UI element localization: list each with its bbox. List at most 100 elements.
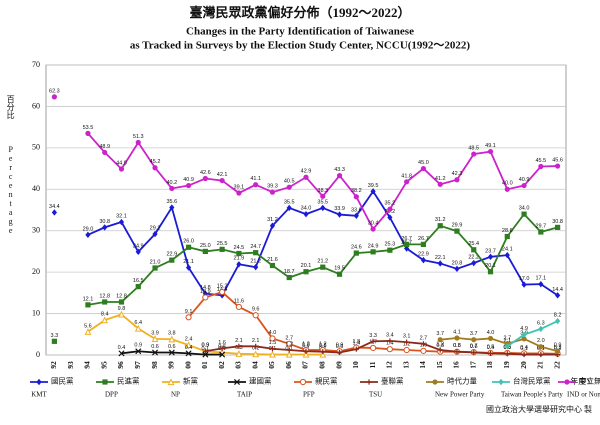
marker bbox=[504, 343, 510, 350]
data-label: 24.7 bbox=[250, 244, 261, 250]
data-label: 3.3 bbox=[51, 333, 59, 339]
data-label: 45.2 bbox=[150, 159, 161, 165]
data-label: 2.1 bbox=[235, 338, 243, 344]
marker bbox=[252, 312, 259, 319]
data-label: 1.8 bbox=[352, 339, 360, 345]
marker bbox=[51, 209, 57, 216]
legend-label: 國民黨 bbox=[51, 376, 74, 386]
marker bbox=[253, 182, 259, 188]
legend-label: 臺聯黨 bbox=[381, 376, 404, 386]
y-tick-label: 60 bbox=[32, 101, 40, 110]
marker bbox=[387, 247, 393, 253]
data-label: 21.9 bbox=[234, 256, 245, 262]
chart-subtitle: as Tracked in Surveys by the Election St… bbox=[130, 40, 471, 52]
data-label: 29.7 bbox=[535, 223, 546, 229]
marker bbox=[185, 264, 192, 271]
marker bbox=[152, 230, 158, 238]
data-label: 45.5 bbox=[535, 158, 546, 164]
marker bbox=[302, 350, 310, 358]
legend-label: NP bbox=[171, 391, 180, 399]
marker bbox=[102, 299, 108, 305]
marker bbox=[269, 222, 276, 229]
data-label: 8.2 bbox=[554, 312, 562, 318]
data-label: 45.0 bbox=[418, 160, 429, 166]
marker bbox=[303, 210, 309, 218]
data-label: 38.2 bbox=[351, 188, 362, 194]
data-label: 19.5 bbox=[334, 266, 345, 272]
legend-label: 親民黨 bbox=[315, 376, 338, 386]
marker bbox=[387, 214, 393, 221]
series-line bbox=[506, 320, 558, 348]
data-label: 16.5 bbox=[133, 278, 144, 284]
data-label: 3.1 bbox=[403, 334, 411, 340]
series: 62.3 53.5 48.9 44.9 51.3 45.2 40.2 40.9 42.6 42.1… bbox=[49, 88, 563, 232]
x-tick-label: 14 bbox=[418, 361, 427, 369]
marker bbox=[555, 292, 561, 299]
marker bbox=[555, 317, 561, 325]
y-tick-label: 70 bbox=[32, 60, 40, 69]
marker bbox=[167, 378, 175, 386]
marker bbox=[252, 350, 260, 358]
marker bbox=[504, 186, 510, 192]
marker bbox=[134, 324, 142, 332]
marker bbox=[269, 346, 276, 352]
data-label: 21.2 bbox=[317, 259, 328, 265]
marker bbox=[387, 338, 393, 344]
series: 2.1 4.9 6.3 8.2 bbox=[503, 312, 562, 350]
x-tick-label: 21 bbox=[536, 361, 545, 369]
legend-label: IND or Non response bbox=[567, 391, 600, 399]
legend-label: KMT bbox=[31, 391, 47, 399]
data-label: 0.4 bbox=[185, 345, 193, 351]
data-label: 34.4 bbox=[49, 204, 60, 210]
data-label: 29.9 bbox=[452, 223, 463, 229]
marker bbox=[387, 206, 393, 212]
marker bbox=[135, 139, 141, 146]
x-axis-label: 年度Y bbox=[570, 376, 592, 386]
y-axis-label: 百分比 bbox=[6, 95, 15, 120]
marker bbox=[118, 299, 125, 305]
marker bbox=[253, 343, 259, 349]
marker bbox=[118, 218, 125, 226]
data-label: 3.7 bbox=[470, 331, 478, 337]
data-label: 2.1 bbox=[252, 338, 260, 344]
marker bbox=[320, 204, 326, 212]
data-label: 0.9 bbox=[336, 343, 344, 349]
x-tick-label: 05 bbox=[267, 361, 276, 369]
marker bbox=[236, 190, 242, 196]
x-tick-label: 01 bbox=[200, 361, 209, 369]
x-tick-label: 00 bbox=[183, 361, 192, 369]
marker bbox=[202, 294, 209, 301]
data-label: 41.8 bbox=[401, 173, 412, 179]
marker bbox=[386, 346, 393, 353]
data-label: 0.1 bbox=[520, 346, 528, 352]
y-tick-label: 50 bbox=[32, 143, 40, 152]
marker bbox=[202, 348, 208, 354]
x-tick-label: 03 bbox=[234, 361, 243, 369]
data-label: 0.6 bbox=[470, 344, 478, 350]
marker bbox=[504, 251, 510, 259]
marker bbox=[366, 379, 372, 385]
marker bbox=[36, 378, 42, 386]
data-label: 29.0 bbox=[83, 226, 94, 232]
data-label: 1.5 bbox=[269, 340, 277, 346]
data-label: 0.8 bbox=[453, 343, 461, 349]
marker bbox=[286, 347, 292, 353]
y-tick-label: 40 bbox=[32, 184, 40, 193]
marker bbox=[236, 343, 242, 349]
x-tick-label: 08 bbox=[317, 361, 326, 369]
marker bbox=[303, 269, 309, 275]
data-label: 6.4 bbox=[134, 320, 142, 326]
x-tick-label: 13 bbox=[401, 361, 410, 369]
data-label: 20.1 bbox=[485, 263, 496, 269]
marker bbox=[285, 350, 293, 358]
data-label: 11.6 bbox=[234, 298, 244, 304]
legend-label: Taiwan People's Party bbox=[501, 391, 563, 399]
marker bbox=[404, 179, 410, 185]
x-tick-label: 20 bbox=[519, 361, 528, 369]
marker bbox=[286, 184, 292, 190]
marker bbox=[487, 335, 494, 342]
marker bbox=[269, 262, 276, 269]
x-tick-label: 99 bbox=[167, 361, 176, 369]
x-tick-label: 18 bbox=[485, 361, 494, 369]
marker bbox=[185, 314, 192, 321]
